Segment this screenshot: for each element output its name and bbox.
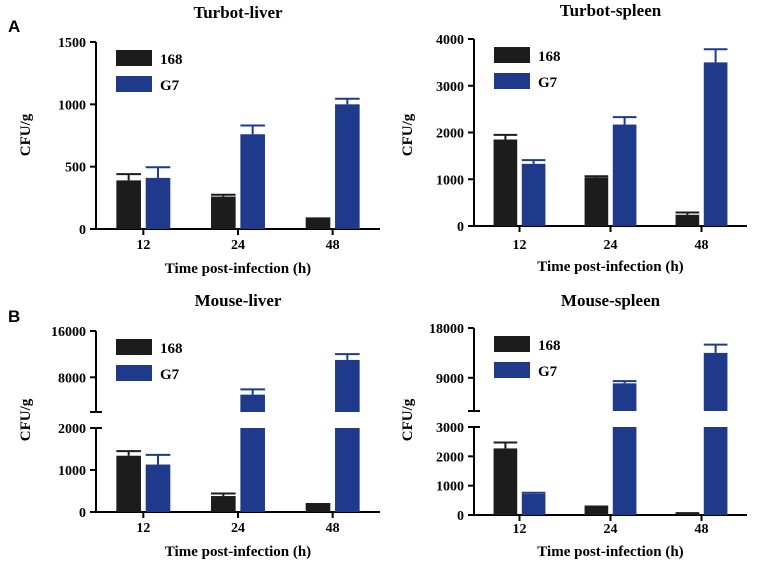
legend-swatch-168 [116,339,152,355]
chart-turbot-spleen: Turbot-spleen Time post-infection (h) CFU/… [400,1,747,275]
bar-G7-24h [240,134,265,229]
x-tick-label: 24 [604,522,618,537]
y-tick-label: 8000 [58,371,86,386]
panel-label-a: A [8,17,20,36]
x-tick-label: 24 [231,238,245,253]
bar-G7-48h [335,359,360,412]
x-axis-label: Time post-infection (h) [537,259,683,275]
y-axis-label: CFU/g [400,113,416,156]
legend-swatch-168 [494,47,530,63]
bar-168-24h [211,196,236,229]
x-tick-label: 12 [136,238,150,253]
legend-label-G7: G7 [160,367,180,383]
bar-G7-24h [612,383,637,411]
y-tick-label: 1000 [436,480,464,495]
x-tick-label: 24 [604,238,618,253]
x-tick-label: 48 [695,522,709,537]
y-tick-label: 1000 [58,464,86,479]
legend-swatch-G7 [116,76,152,92]
x-axis-label: Time post-infection (h) [165,261,311,277]
bar-G7-48h [703,352,728,411]
bar-168-48h [305,219,331,229]
y-tick-label: 2000 [436,127,464,142]
bar-G7-48h [335,104,360,229]
bar-G7-48h [703,62,728,226]
legend-label-168: 168 [538,49,561,65]
legend-label-168: 168 [160,341,183,357]
y-tick-label: 2000 [58,422,86,437]
chart-title: Turbot-liver [193,3,283,22]
bar-G7-24h [240,394,265,412]
chart-turbot-liver: Turbot-liver Time post-infection (h) CFU/g… [18,3,380,277]
y-axis-label: CFU/g [18,398,34,441]
chart-title: Mouse-spleen [561,291,661,310]
bar-168-12h [116,455,141,512]
y-tick-label: 0 [457,509,464,524]
y-tick-label: 16000 [51,325,86,340]
chart-mouse-liver: Mouse-liver Time post-infection (h) CFU/g 0… [18,291,380,560]
bar-168-24h [211,496,236,512]
bar-168-12h [116,180,141,229]
y-tick-label: 0 [79,223,86,238]
y-tick-label: 1500 [58,36,86,51]
y-tick-label: 500 [65,161,86,176]
y-tick-label: 1000 [436,173,464,188]
bar-168-24h [584,177,609,226]
bar-168-24h [584,507,609,515]
x-tick-label: 12 [513,522,527,537]
y-tick-label: 18000 [429,322,464,337]
bar-G7-12h [145,464,171,512]
x-tick-label: 48 [326,238,340,253]
bar-G7-48h [703,427,728,515]
y-tick-label: 2000 [436,450,464,465]
y-tick-label: 1000 [58,98,86,113]
legend-swatch-G7 [494,73,530,89]
x-tick-label: 48 [326,521,340,536]
bar-168-48h [305,504,331,512]
y-tick-label: 3000 [436,80,464,95]
bar-168-12h [493,139,518,226]
chart-title: Turbot-spleen [560,1,662,20]
x-axis-label: Time post-infection (h) [537,544,683,560]
bar-G7-12h [521,493,546,515]
x-tick-label: 12 [513,238,527,253]
x-tick-label: 48 [695,238,709,253]
plots: Turbot-liver Time post-infection (h) CFU/g… [18,1,747,560]
bar-G7-24h [240,428,265,512]
legend-swatch-G7 [494,362,530,378]
bar-G7-12h [145,177,171,229]
legend-label-168: 168 [160,52,183,68]
x-axis-label: Time post-infection (h) [165,544,311,560]
chart-mouse-spleen: Mouse-spleen Time post-infection (h) CFU/g… [400,291,747,560]
bar-G7-24h [612,124,637,226]
legend-label-168: 168 [538,338,561,354]
y-tick-label: 3000 [436,421,464,436]
bar-168-48h [675,513,700,515]
legend-label-G7: G7 [538,75,558,91]
y-axis-label: CFU/g [18,113,34,156]
legend-swatch-168 [116,50,152,66]
panel-label-b: B [8,307,20,326]
x-tick-label: 24 [231,521,245,536]
legend-swatch-G7 [116,365,152,381]
bar-G7-48h [335,428,360,512]
y-tick-label: 0 [79,506,86,521]
y-tick-label: 9000 [436,372,464,387]
legend-label-G7: G7 [538,364,558,380]
bar-168-48h [675,214,700,226]
bar-G7-24h [612,427,637,515]
chart-title: Mouse-liver [195,291,282,310]
legend-swatch-168 [494,336,530,352]
y-axis-label: CFU/g [400,398,416,441]
bar-G7-12h [521,163,546,226]
y-tick-label: 4000 [436,33,464,48]
bar-168-12h [493,448,518,515]
legend-label-G7: G7 [160,78,180,94]
y-tick-label: 0 [457,220,464,235]
x-tick-label: 12 [136,521,150,536]
